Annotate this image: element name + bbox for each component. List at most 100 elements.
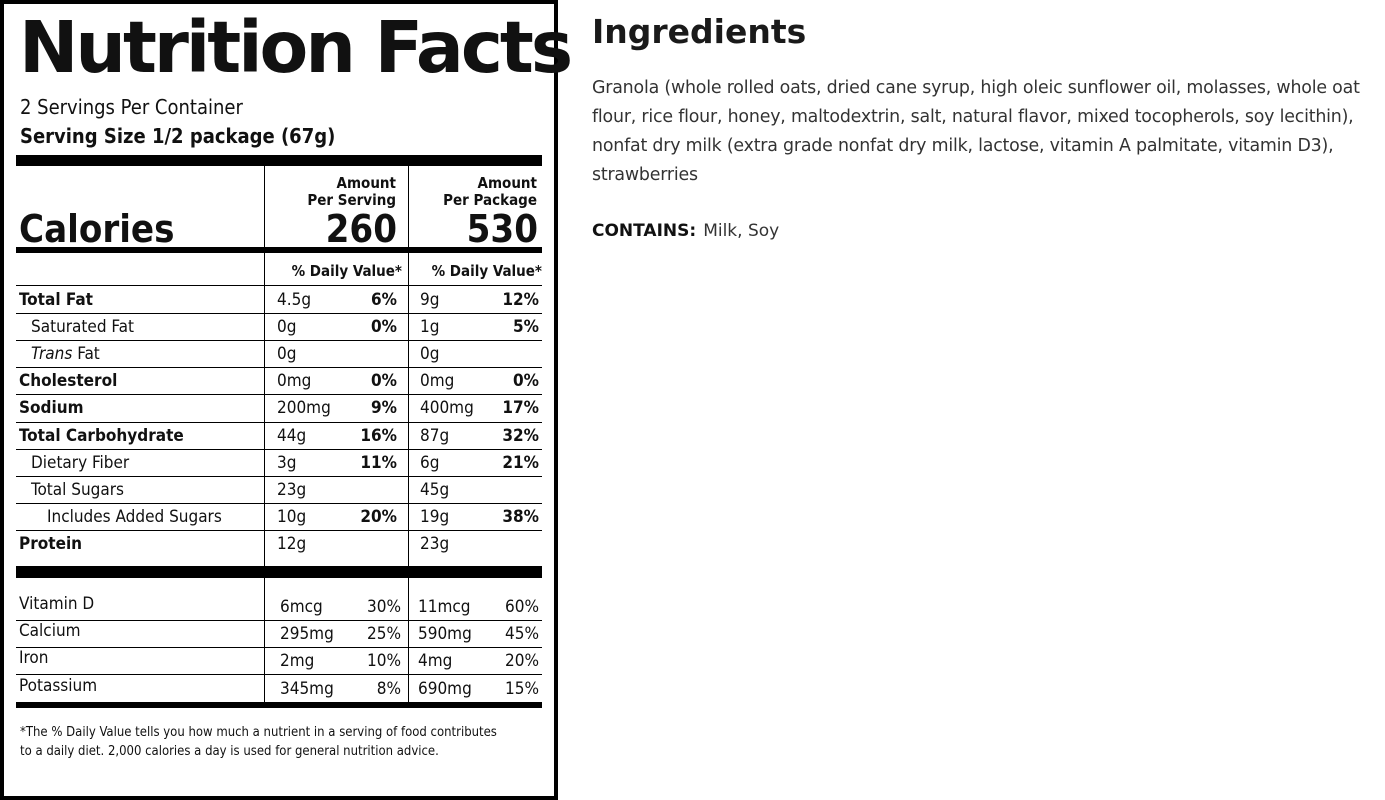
package-dv: 17% [502,398,539,419]
thick-rule-top [16,155,542,166]
serving-dv: 20% [360,506,397,527]
vitamin-package-dv: 45% [505,624,539,645]
package-amount: 0g [420,344,440,365]
serving-dv: 0% [371,371,397,392]
contains-label: CONTAINS: [592,221,697,241]
package-amount: 45g [420,479,450,500]
nutrient-name: Dietary Fiber [31,452,130,473]
vitamin-serving-amount: 345mg [280,678,334,699]
vitamin-package-amount: 11mcg [418,597,471,617]
vitamin-package-amount: 690mg [418,678,472,699]
dv-header-package: % Daily Value* [431,262,542,280]
dv-header-serving: % Daily Value* [291,262,402,280]
package-dv: 38% [502,506,539,527]
serving-amount: 3g [277,452,297,473]
calories-per-serving: 260 [325,207,397,251]
vitamin-package-dv: 20% [505,651,539,672]
servings-per-container: 2 Servings Per Container [20,95,243,119]
column-divider [264,253,265,566]
vitamin-serving-amount: 6mcg [280,597,323,617]
per-serving-heading: Amount Per Serving [270,175,396,209]
nutrient-name: Trans Fat [31,344,100,365]
serving-amount: 23g [277,479,307,500]
serving-amount: 4.5g [277,290,312,310]
column-divider [264,166,265,248]
vitamin-name: Vitamin D [19,594,95,614]
thick-rule-bottom [16,702,542,708]
serving-amount: 12g [277,533,307,554]
package-amount: 6g [420,452,440,473]
row-rule [16,367,542,369]
row-rule [16,285,542,286]
package-dv: 21% [502,452,539,473]
serving-size: Serving Size 1/2 package (67g) [20,124,336,148]
nutrient-name: Saturated Fat [31,317,135,338]
vitamin-serving-dv: 30% [367,597,401,617]
per-package-heading-line: Per Package [443,191,537,209]
per-package-heading: Amount Per Package [412,175,537,209]
serving-amount: 0mg [277,371,312,392]
allergen-contains: CONTAINS: Milk, Soy [592,219,779,243]
thick-rule-mid [16,566,542,578]
row-rule [16,529,542,531]
package-amount: 23g [420,533,450,554]
nutrient-name-italic: Trans [31,344,73,365]
package-amount: 400mg [420,398,474,419]
nutrient-name: Total Sugars [31,479,125,500]
vitamin-serving-amount: 2mg [280,651,315,672]
column-divider [408,253,409,566]
package-amount: 0mg [420,371,455,392]
row-rule [16,394,542,396]
vitamin-serving-dv: 8% [376,678,401,699]
column-divider [264,578,265,702]
serving-amount: 10g [277,506,307,527]
package-amount: 9g [420,290,440,310]
row-rule [16,340,542,342]
package-amount: 87g [420,425,450,446]
vitamin-package-amount: 590mg [418,624,472,645]
column-divider [408,166,409,248]
serving-dv: 6% [371,290,397,310]
calories-rule [16,247,542,253]
package-amount: 19g [420,506,450,527]
vitamin-serving-amount: 295mg [280,624,334,645]
vitamin-package-dv: 60% [505,597,539,617]
package-dv: 32% [502,425,539,446]
nutrient-name: Cholesterol [19,371,118,392]
serving-dv: 0% [371,317,397,338]
serving-dv: 9% [371,398,397,419]
calories-label: Calories [19,207,175,251]
nutrient-name: Sodium [19,398,84,419]
ingredients-text: Granola (whole rolled oats, dried cane s… [592,78,1360,185]
vitamin-name: Calcium [19,621,81,642]
per-serving-heading-line: Amount [336,174,396,192]
row-rule [16,673,542,675]
vitamin-serving-dv: 25% [367,624,401,645]
nutrient-name: Protein [19,533,83,554]
serving-dv: 16% [360,425,397,446]
contains-value: Milk, Soy [703,221,780,241]
package-dv: 0% [513,371,539,392]
vitamin-name: Iron [19,648,49,669]
serving-amount: 44g [277,425,307,446]
column-divider [408,578,409,702]
nutrition-facts-label: Nutrition Facts 2 Servings Per Container… [0,0,573,800]
row-rule [16,313,542,315]
serving-amount: 0g [277,344,297,365]
nutrient-name: Total Carbohydrate [19,425,184,446]
calories-per-package: 530 [466,207,538,251]
serving-amount: 200mg [277,398,331,419]
per-package-heading-line: Amount [477,174,537,192]
vitamin-serving-dv: 10% [367,651,401,672]
row-rule [16,475,542,477]
package-dv: 12% [502,290,539,310]
nutrient-name: Includes Added Sugars [47,506,222,527]
row-rule [16,448,542,450]
nutrient-name: Total Fat [19,290,93,310]
vitamin-package-amount: 4mg [418,651,453,672]
row-rule [16,619,542,621]
vitamin-package-dv: 15% [505,678,539,699]
package-dv: 5% [513,317,539,338]
serving-dv: 11% [360,452,397,473]
daily-value-footnote: *The % Daily Value tells you how much a … [20,725,497,759]
